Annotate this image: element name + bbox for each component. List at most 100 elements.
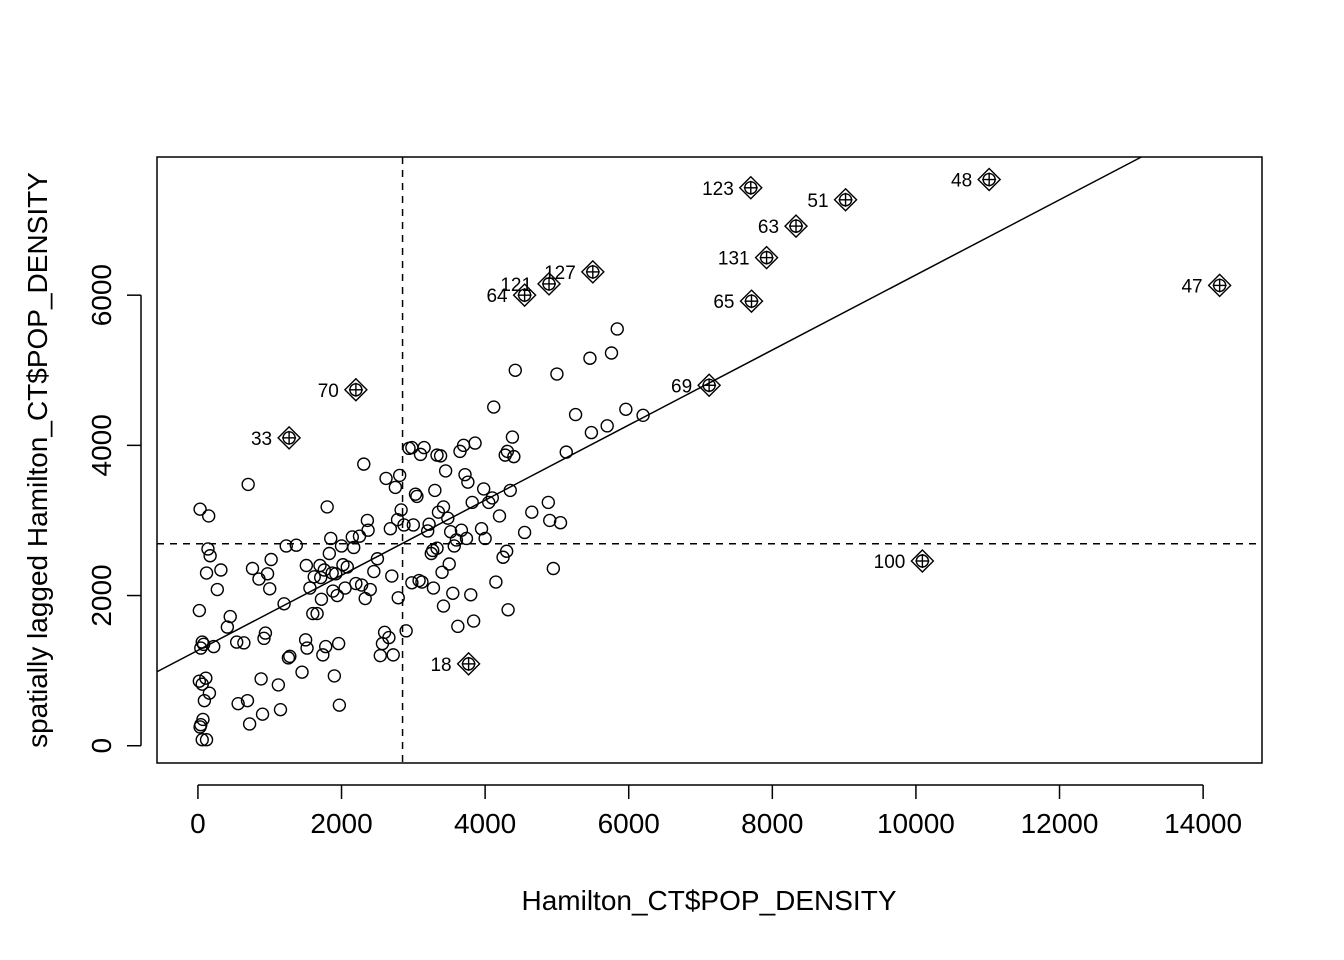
x-tick-label: 6000 xyxy=(598,808,660,839)
data-point xyxy=(583,351,597,365)
data-point xyxy=(517,525,532,540)
point-diamond xyxy=(784,214,809,239)
data-point xyxy=(307,570,321,584)
x-tick-label: 12000 xyxy=(1021,808,1099,839)
data-point xyxy=(199,671,213,685)
influential-point: 69 xyxy=(671,373,722,397)
influential-point: 63 xyxy=(758,214,809,239)
data-point xyxy=(257,631,271,646)
data-point xyxy=(394,503,408,517)
data-point xyxy=(604,346,619,360)
data-point xyxy=(347,540,361,555)
y-tick-label: 6000 xyxy=(86,264,117,326)
data-point xyxy=(194,641,208,655)
influential-point: 48 xyxy=(951,167,1002,192)
data-point xyxy=(195,733,209,747)
influential-point: 65 xyxy=(713,289,764,314)
data-point xyxy=(550,367,564,381)
data-point xyxy=(207,639,221,654)
x-tick-label: 10000 xyxy=(877,808,955,839)
data-point xyxy=(619,402,633,417)
data-point xyxy=(541,495,556,510)
point-label: 48 xyxy=(951,171,972,192)
data-point xyxy=(436,599,451,613)
data-point xyxy=(193,502,207,516)
data-point xyxy=(193,720,207,734)
y-tick-label: 0 xyxy=(86,738,117,754)
data-point xyxy=(388,480,403,495)
point-label: 63 xyxy=(758,217,779,238)
point-diamond xyxy=(537,271,562,296)
data-point xyxy=(242,717,257,731)
point-diamond xyxy=(277,425,302,450)
data-point xyxy=(314,592,329,606)
point-diamond xyxy=(456,651,481,676)
point-label: 100 xyxy=(874,552,906,573)
point-label: 69 xyxy=(671,376,692,397)
data-point xyxy=(503,483,517,498)
data-point xyxy=(428,483,442,498)
data-point xyxy=(525,505,539,519)
data-point xyxy=(320,500,334,514)
point-diamond xyxy=(739,289,764,314)
data-point xyxy=(370,552,385,566)
x-tick-label: 4000 xyxy=(454,808,516,839)
data-point xyxy=(306,606,320,621)
data-point xyxy=(447,539,461,553)
data-point xyxy=(357,457,371,471)
data-point xyxy=(410,489,424,504)
data-point xyxy=(273,702,288,717)
data-point xyxy=(405,440,419,455)
data-point xyxy=(197,693,212,708)
data-point xyxy=(263,582,277,596)
data-point xyxy=(466,614,481,628)
data-point xyxy=(426,581,441,595)
data-point xyxy=(201,509,216,523)
data-point xyxy=(600,419,614,433)
data-point xyxy=(465,495,479,510)
data-point xyxy=(379,471,393,486)
data-point xyxy=(408,487,423,501)
data-point xyxy=(489,575,503,589)
point-diamond xyxy=(910,549,935,573)
data-point xyxy=(501,603,515,617)
influential-point: 47 xyxy=(1181,273,1232,297)
data-point xyxy=(446,586,460,600)
data-point xyxy=(441,511,455,525)
data-point xyxy=(340,560,354,574)
data-point xyxy=(459,531,474,546)
data-point xyxy=(231,696,245,711)
data-point xyxy=(271,678,286,692)
data-point xyxy=(430,541,444,555)
data-point xyxy=(406,518,421,532)
x-tick-label: 0 xyxy=(190,808,206,839)
point-label: 123 xyxy=(702,179,734,200)
data-point xyxy=(319,639,333,654)
data-point xyxy=(260,567,275,581)
data-point xyxy=(330,588,344,603)
influential-point: 64 xyxy=(486,283,537,307)
data-point xyxy=(303,581,317,595)
y-axis-label: spatially lagged Hamilton_CT$POP_DENSITY xyxy=(22,172,53,748)
data-point xyxy=(363,582,377,597)
influential-point: 100 xyxy=(874,549,935,573)
data-point xyxy=(196,637,211,652)
data-point xyxy=(279,539,293,553)
data-point xyxy=(487,400,501,414)
data-point xyxy=(237,636,251,650)
data-point xyxy=(277,597,291,611)
data-point xyxy=(298,633,313,647)
data-point xyxy=(329,567,343,581)
data-point xyxy=(202,686,217,700)
influential-point: 70 xyxy=(318,377,368,402)
data-point xyxy=(436,500,451,514)
point-label: 33 xyxy=(251,429,272,450)
data-point xyxy=(610,322,624,336)
data-point xyxy=(367,564,381,579)
point-diamond xyxy=(343,377,368,402)
influential-point: 18 xyxy=(430,651,481,676)
data-point xyxy=(485,491,500,505)
data-point xyxy=(399,624,413,638)
